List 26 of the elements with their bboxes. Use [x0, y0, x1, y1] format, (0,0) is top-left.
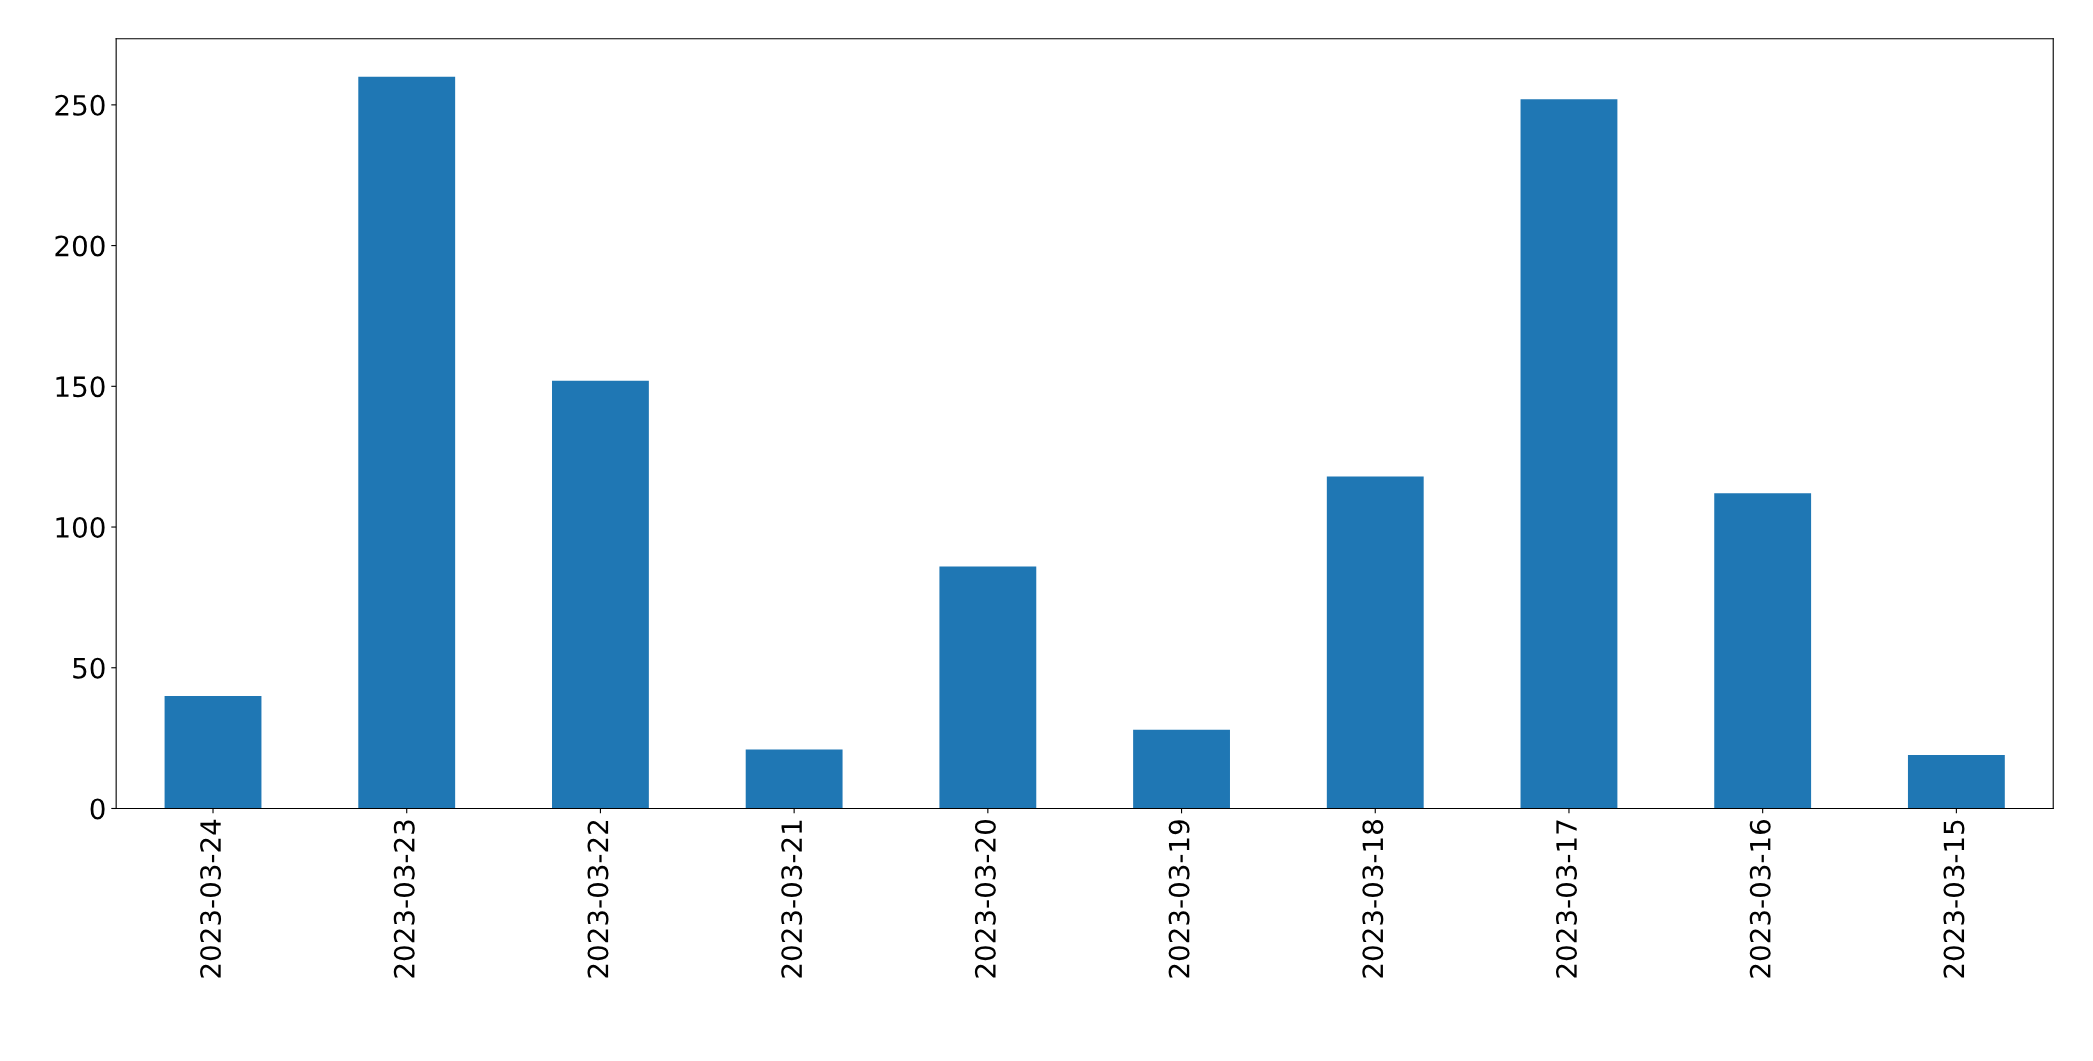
bar — [1714, 493, 1812, 809]
y-tick-label: 0 — [90, 798, 105, 820]
y-tick-label: 100 — [56, 516, 105, 538]
bar — [358, 76, 456, 809]
y-tick-label: 150 — [56, 376, 105, 398]
x-tick-label: 2023-03-19 — [1168, 820, 1190, 978]
x-tick-label: 2023-03-22 — [587, 820, 609, 978]
x-tick-label: 2023-03-23 — [393, 820, 415, 978]
bar — [939, 566, 1037, 809]
x-tick-label: 2023-03-24 — [200, 819, 222, 978]
y-tick-label: 200 — [55, 235, 105, 257]
y-tick-label: 250 — [55, 94, 105, 116]
bar — [745, 749, 843, 809]
bar — [1520, 99, 1618, 809]
x-tick-label: 2023-03-20 — [974, 820, 996, 978]
bar — [1326, 476, 1424, 809]
bar — [552, 380, 649, 809]
x-tick-label: 2023-03-17 — [1556, 820, 1578, 978]
x-tick-label: 2023-03-18 — [1362, 820, 1384, 978]
x-tick-label: 2023-03-16 — [1749, 819, 1771, 978]
bar — [1133, 729, 1230, 809]
y-tick-label: 50 — [73, 657, 105, 679]
x-tick-label: 2023-03-21 — [781, 820, 803, 978]
x-tick-label: 2023-03-15 — [1943, 820, 1965, 978]
bar — [1907, 755, 2005, 809]
bar — [164, 695, 262, 809]
